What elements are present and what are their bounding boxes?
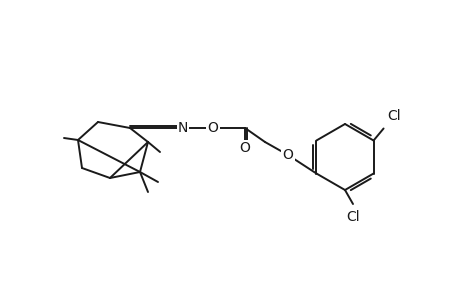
Text: O: O xyxy=(207,121,218,135)
Text: O: O xyxy=(282,148,293,162)
Text: Cl: Cl xyxy=(387,109,400,122)
Text: N: N xyxy=(178,121,188,135)
Text: O: O xyxy=(239,141,250,155)
Text: Cl: Cl xyxy=(346,210,359,224)
